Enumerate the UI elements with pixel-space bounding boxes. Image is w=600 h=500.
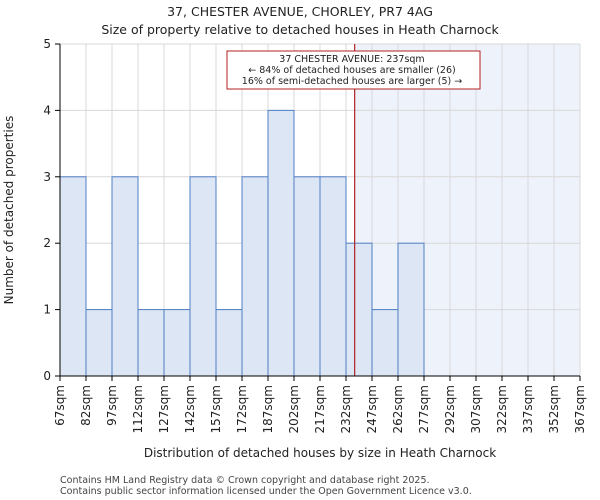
x-tick-label: 97sqm — [105, 385, 119, 426]
annotation-line-1: 37 CHESTER AVENUE: 237sqm — [279, 54, 424, 65]
bar-247sqm — [371, 309, 399, 377]
x-tick-label: 187sqm — [261, 385, 275, 433]
plot-area — [59, 43, 581, 377]
x-tick-label: 247sqm — [365, 385, 379, 433]
bar-202sqm — [293, 176, 321, 377]
chart-subtitle: Size of property relative to detached ho… — [101, 22, 499, 37]
x-axis-label: Distribution of detached houses by size … — [144, 446, 496, 460]
x-tick-label: 337sqm — [521, 385, 535, 433]
bar-142sqm — [189, 176, 217, 377]
x-tick-label: 367sqm — [573, 385, 587, 433]
y-tick-label: 2 — [43, 236, 51, 250]
x-tick-label: 82sqm — [79, 385, 93, 426]
y-tick-label: 0 — [43, 369, 51, 383]
x-axis: 67sqm 82sqm 97sqm 112sqm 127sqm 142sqm 157sqm 1… — [53, 375, 587, 433]
x-tick-label: 307sqm — [469, 385, 483, 433]
x-tick-label: 157sqm — [209, 385, 223, 433]
y-tick-label: 5 — [43, 37, 51, 51]
bar-82sqm — [85, 309, 113, 377]
x-tick-label: 142sqm — [183, 385, 197, 433]
y-tick-label: 4 — [43, 103, 51, 117]
y-tick-label: 3 — [43, 170, 51, 184]
bars — [59, 109, 425, 377]
x-tick-label: 217sqm — [313, 385, 327, 433]
bar-127sqm — [163, 309, 191, 377]
x-tick-label: 292sqm — [443, 385, 457, 433]
bar-232sqm — [345, 242, 373, 377]
bar-157sqm — [215, 309, 243, 377]
annotation: 37 CHESTER AVENUE: 237sqm ← 84% of detac… — [226, 50, 481, 90]
x-tick-label: 112sqm — [131, 385, 145, 433]
annotation-line-3: 16% of semi-detached houses are larger (… — [242, 76, 462, 87]
y-axis: 0 1 2 3 4 5 — [43, 37, 61, 383]
x-tick-label: 322sqm — [495, 385, 509, 433]
x-tick-label: 277sqm — [417, 385, 431, 433]
x-tick-label: 172sqm — [235, 385, 249, 433]
bar-112sqm — [137, 309, 165, 377]
annotation-line-2: ← 84% of detached houses are smaller (26… — [248, 65, 455, 76]
annotation-box — [226, 50, 481, 90]
bar-262sqm — [397, 242, 425, 377]
bar-97sqm — [111, 176, 139, 377]
footer-line-2: Contains public sector information licen… — [60, 486, 472, 497]
x-tick-label: 127sqm — [157, 385, 171, 433]
x-tick-label: 352sqm — [547, 385, 561, 433]
y-axis-label: Number of detached properties — [2, 116, 16, 305]
chart-title: 37, CHESTER AVENUE, CHORLEY, PR7 4AG — [167, 4, 433, 19]
footer-line-1: Contains HM Land Registry data © Crown c… — [60, 475, 430, 486]
bar-172sqm — [241, 176, 269, 377]
x-tick-label: 202sqm — [287, 385, 301, 433]
bar-67sqm — [59, 176, 87, 377]
bar-217sqm — [319, 176, 347, 377]
bar-187sqm — [267, 109, 295, 377]
x-tick-label: 262sqm — [391, 385, 405, 433]
x-tick-label: 232sqm — [339, 385, 353, 433]
y-tick-label: 1 — [43, 303, 51, 317]
x-tick-label: 67sqm — [53, 385, 67, 426]
